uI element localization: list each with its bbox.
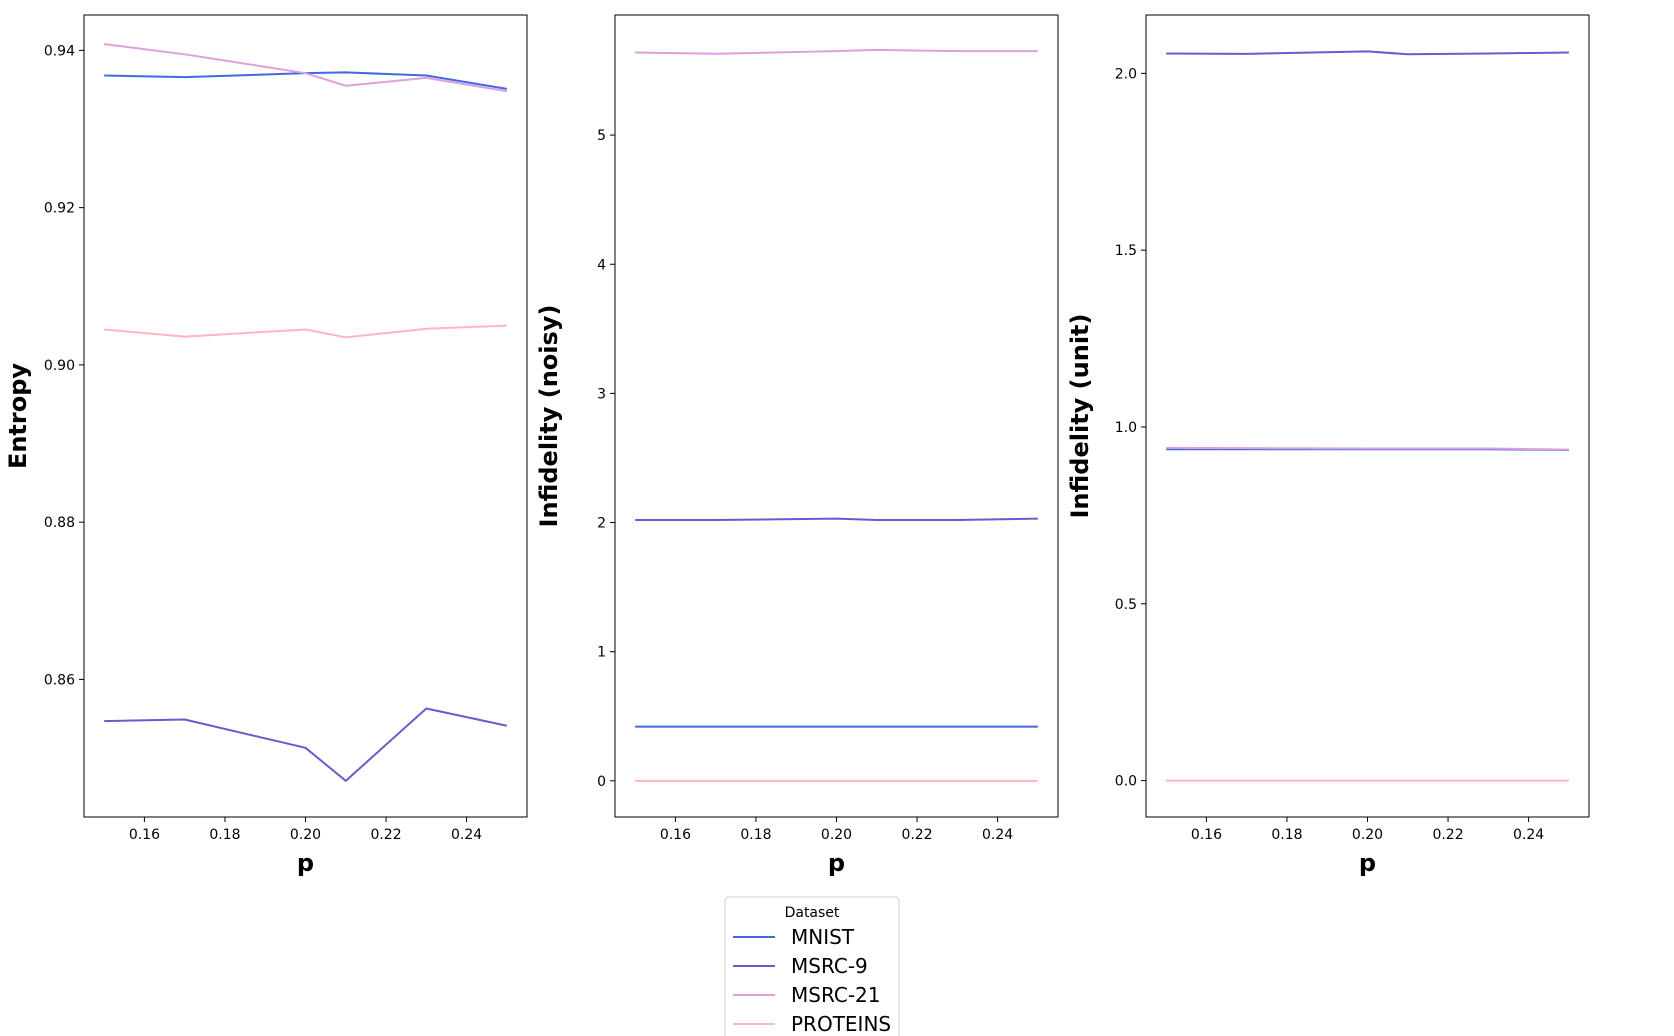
y-tick-label: 1.5 <box>1115 243 1137 259</box>
plot-frame <box>83 14 528 818</box>
series-line-msrc-21 <box>1166 446 1569 451</box>
chart-panel-2: 0.16 0.18 0.20 0.22 0.24 0 1 2 3 4 5 p Infidelity (n… <box>535 14 1059 877</box>
y-tick-label: 0.5 <box>1115 597 1137 613</box>
x-tick-label: 0.18 <box>1271 827 1302 843</box>
series-line-msrc-21 <box>104 43 508 93</box>
charts-layer: 0.16 0.18 0.20 0.22 0.24 0.86 0.88 0.90 0.92 0.94… <box>4 14 1590 877</box>
chart-panel-1: 0.16 0.18 0.20 0.22 0.24 0.86 0.88 0.90 0.92 0.94… <box>4 14 528 877</box>
y-tick-label: 5 <box>597 128 606 144</box>
legend-label-mnist: MNIST <box>791 925 855 949</box>
x-axis-title: p <box>828 849 845 877</box>
plot-frame <box>1145 14 1590 818</box>
x-tick-label: 0.20 <box>290 827 321 843</box>
y-tick-label: 0.88 <box>44 515 75 531</box>
y-tick-label: 2 <box>597 516 606 532</box>
y-tick-label: 3 <box>597 386 606 402</box>
x-axis-title: p <box>1359 849 1376 877</box>
x-tick-label: 0.20 <box>821 827 852 843</box>
y-tick-label: 0.86 <box>44 672 75 688</box>
y-axis-title: Infidelity (unit) <box>1066 314 1094 519</box>
legend-label-msrc-9: MSRC-9 <box>791 954 868 978</box>
x-tick-label: 0.22 <box>370 827 401 843</box>
x-tick-label: 0.16 <box>660 827 691 843</box>
x-tick-label: 0.16 <box>1191 827 1222 843</box>
x-tick-label: 0.20 <box>1352 827 1383 843</box>
y-tick-label: 0 <box>597 774 606 790</box>
series-line-proteins <box>104 324 507 339</box>
y-tick-label: 0.0 <box>1115 774 1137 790</box>
x-tick-label: 0.24 <box>451 827 482 843</box>
legend-label-msrc-21: MSRC-21 <box>791 983 880 1007</box>
plot-frame <box>614 14 1059 818</box>
legend-label-proteins: PROTEINS <box>791 1012 891 1036</box>
y-axis-title: Entropy <box>4 363 32 469</box>
x-tick-label: 0.24 <box>1513 827 1544 843</box>
x-tick-label: 0.22 <box>901 827 932 843</box>
y-tick-label: 2.0 <box>1115 66 1137 82</box>
legend-title: Dataset <box>785 905 840 921</box>
x-tick-label: 0.24 <box>982 827 1013 843</box>
y-tick-label: 0.94 <box>44 43 75 59</box>
series-line-msrc-9 <box>104 707 508 782</box>
series-line-msrc-9 <box>1166 50 1569 56</box>
x-tick-label: 0.18 <box>209 827 240 843</box>
y-tick-label: 1.0 <box>1115 420 1137 436</box>
series-line-msrc-21 <box>635 48 1038 55</box>
series-line-mnist <box>104 71 508 90</box>
x-axis-title: p <box>297 849 314 877</box>
x-tick-label: 0.18 <box>740 827 771 843</box>
y-tick-label: 1 <box>597 645 606 661</box>
x-tick-label: 0.22 <box>1432 827 1463 843</box>
legend: Dataset MNIST MSRC-9 MSRC-21 PROTEINS <box>724 896 900 1036</box>
series-line-msrc-9 <box>635 517 1038 521</box>
y-tick-label: 0.90 <box>44 358 75 374</box>
y-tick-label: 0.92 <box>44 201 75 217</box>
x-tick-label: 0.16 <box>129 827 160 843</box>
chart-panel-3: 0.16 0.18 0.20 0.22 0.24 0.0 0.5 1.0 1.5 2.0 p Infi… <box>1066 14 1590 877</box>
y-tick-label: 4 <box>597 257 606 273</box>
legend-frame <box>724 896 900 1036</box>
y-axis-title: Infidelity (noisy) <box>535 305 563 528</box>
